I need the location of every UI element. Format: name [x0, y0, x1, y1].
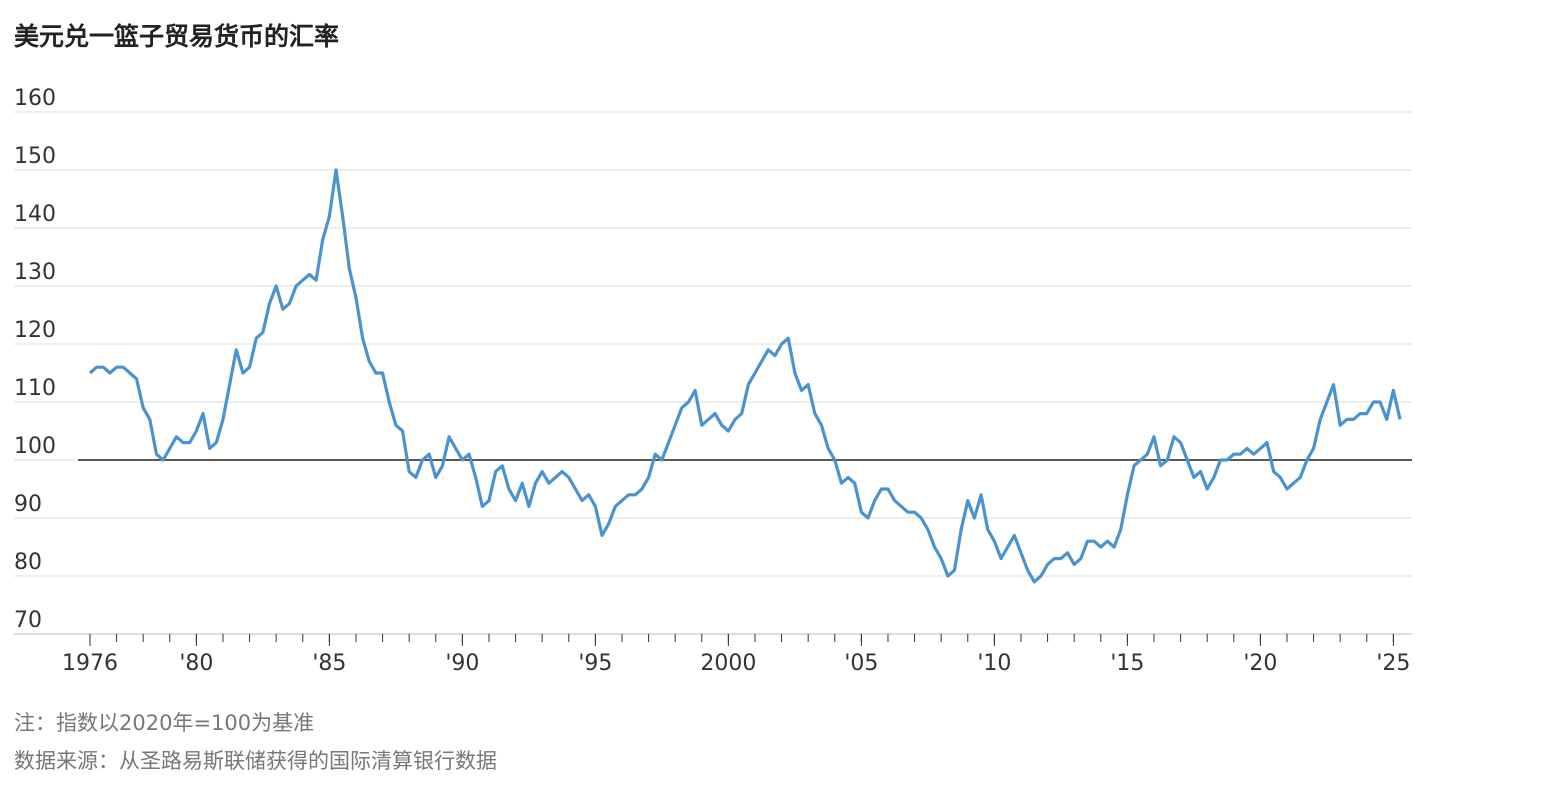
data-line [88, 168, 1402, 584]
y-tick-label: 90 [14, 492, 42, 517]
x-tick-label: '25 [1376, 651, 1410, 676]
x-tick-label: 1976 [62, 651, 118, 676]
y-tick-label: 120 [14, 318, 56, 343]
note: 注：指数以2020年=100为基准 [14, 711, 314, 735]
y-tick-label: 140 [14, 202, 56, 227]
x-tick-label: '10 [977, 651, 1011, 676]
chart-title: 美元兑一篮子贸易货币的汇率 [14, 22, 339, 51]
x-tick-label: '85 [312, 651, 346, 676]
x-tick-label: '15 [1110, 651, 1144, 676]
y-tick-label: 150 [14, 144, 56, 169]
x-tick-label: '95 [578, 651, 612, 676]
y-tick-label: 80 [14, 550, 42, 575]
source: 数据来源：从圣路易斯联储获得的国际清算银行数据 [14, 749, 497, 773]
y-tick-label: 130 [14, 260, 56, 285]
x-tick-label: '05 [844, 651, 878, 676]
x-tick-label: 2000 [700, 651, 756, 676]
x-tick-label: '80 [179, 651, 213, 676]
y-tick-label: 160 [14, 86, 56, 111]
x-tick-label: '20 [1243, 651, 1277, 676]
y-tick-label: 70 [14, 608, 42, 633]
y-tick-label: 110 [14, 376, 56, 401]
x-tick-label: '90 [445, 651, 479, 676]
y-tick-label: 100 [14, 434, 56, 459]
